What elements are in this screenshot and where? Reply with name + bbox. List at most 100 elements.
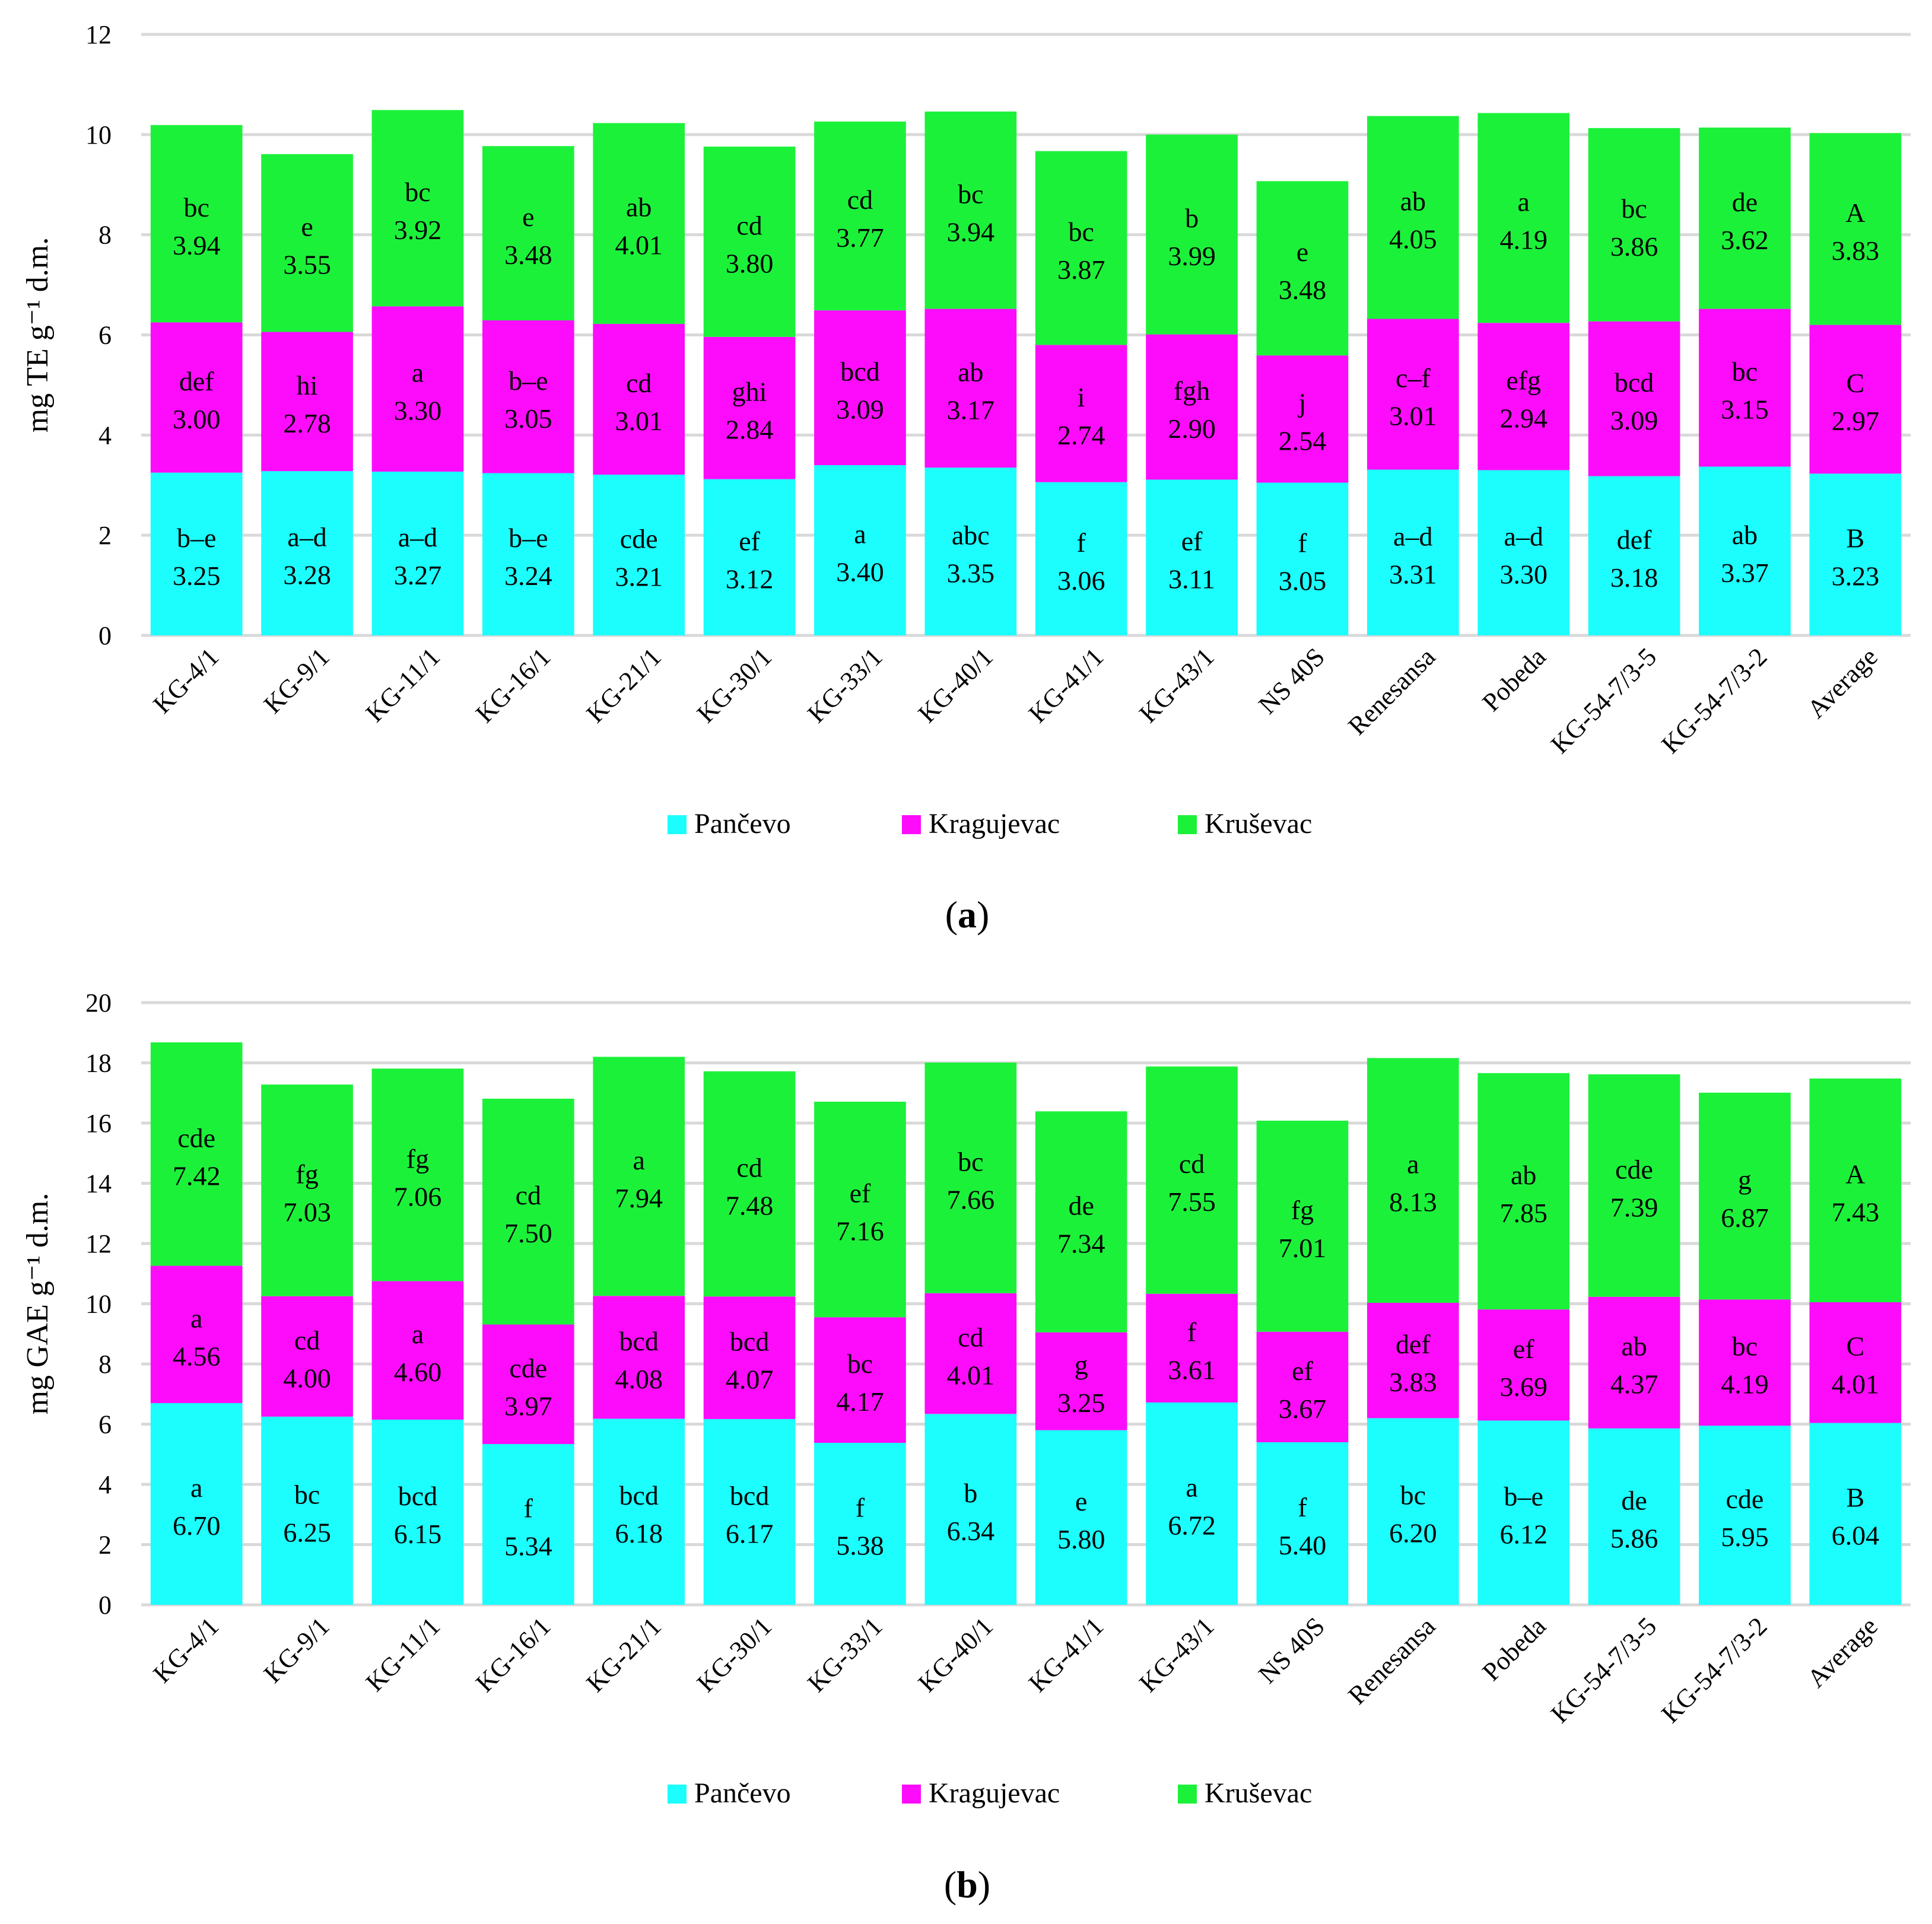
significance-letter: hi [297, 370, 318, 400]
x-category-label: Average [1801, 642, 1883, 724]
significance-letter: B [1846, 1483, 1864, 1513]
bar-segment [1588, 1296, 1680, 1429]
bar-segment [1256, 355, 1349, 483]
bar-segment [1699, 1299, 1791, 1426]
data-label: 3.00 [173, 404, 221, 434]
significance-letter: cde [1615, 1154, 1653, 1184]
bar-segment [703, 479, 796, 635]
significance-letter: de [1732, 187, 1758, 217]
significance-letter: A [1845, 198, 1865, 228]
significance-letter: de [1068, 1190, 1094, 1220]
data-label: 7.50 [504, 1218, 552, 1248]
data-label: 3.92 [394, 215, 442, 245]
data-label: 7.85 [1499, 1198, 1547, 1228]
y-tick-label: 20 [85, 988, 112, 1017]
bar-segment [371, 1281, 464, 1420]
significance-letter: f [1298, 527, 1307, 558]
significance-letter: A [1845, 1159, 1865, 1189]
data-label: 4.01 [615, 230, 663, 260]
data-label: 3.86 [1610, 231, 1658, 262]
significance-letter: ef [1513, 1334, 1534, 1364]
bar-segment [1035, 151, 1127, 345]
significance-letter: ef [850, 1178, 871, 1209]
significance-letter: bc [1732, 357, 1758, 387]
y-tick-label: 10 [85, 1290, 112, 1319]
bar-segment [1588, 128, 1680, 322]
data-label: 3.35 [947, 558, 995, 589]
legend-label: Kruševac [1205, 1777, 1312, 1809]
data-label: 7.55 [1168, 1187, 1216, 1217]
data-label: 3.18 [1610, 562, 1658, 593]
significance-letter: bcd [1615, 367, 1654, 397]
significance-letter: a [190, 1473, 202, 1503]
x-category-label: Average [1801, 1611, 1883, 1693]
data-label: 3.94 [947, 217, 995, 247]
significance-letter: e [1075, 1486, 1087, 1516]
data-label: 3.31 [1389, 559, 1437, 589]
bar-segment [1146, 1293, 1238, 1403]
legend-swatch [1178, 1785, 1197, 1804]
significance-letter: c–f [1396, 363, 1431, 393]
significance-letter: bcd [730, 1327, 769, 1357]
data-label: 4.01 [947, 1360, 995, 1390]
x-category-label: NS 40S [1253, 642, 1330, 720]
significance-letter: a [854, 519, 866, 549]
bar-segment [814, 465, 906, 635]
data-label: 7.34 [1057, 1228, 1105, 1258]
bar-segment [1035, 1332, 1127, 1430]
significance-letter: ab [958, 357, 983, 387]
bar-segment [703, 1419, 796, 1605]
significance-letter: a [190, 1303, 202, 1333]
bar-segment [1256, 181, 1349, 356]
x-category-label: KG-33/1 [802, 642, 888, 728]
x-category-label: KG-21/1 [580, 642, 666, 728]
data-label: 4.01 [1832, 1369, 1880, 1400]
bar-segment [703, 336, 796, 479]
significance-letter: cd [516, 1180, 541, 1210]
data-label: 3.48 [504, 240, 552, 270]
bar-segment [371, 1068, 464, 1281]
x-category-label: KG-16/1 [470, 642, 556, 728]
data-label: 4.08 [615, 1364, 663, 1394]
data-label: 7.06 [394, 1181, 442, 1211]
significance-letter: def [179, 366, 214, 396]
significance-letter: b [1185, 203, 1199, 233]
data-label: 5.34 [504, 1531, 552, 1561]
data-label: 2.78 [283, 408, 331, 438]
bar-segment [1477, 1073, 1570, 1310]
data-label: 6.70 [173, 1510, 221, 1541]
data-label: 2.94 [1499, 403, 1547, 433]
bar-segment [1035, 1430, 1127, 1605]
significance-letter: f [1077, 527, 1086, 558]
significance-letter: fg [406, 1143, 429, 1174]
bar-segment [261, 1296, 353, 1417]
legend-swatch [902, 815, 921, 834]
x-category-label: KG-54-7/3-5 [1545, 1611, 1662, 1728]
significance-letter: ab [1732, 520, 1758, 550]
data-label: 3.06 [1057, 565, 1105, 596]
data-label: 3.21 [615, 562, 663, 592]
bar-segment [1477, 1309, 1570, 1421]
bar-segment [814, 121, 906, 311]
significance-letter: bc [294, 1479, 320, 1509]
significance-letter: bc [405, 177, 430, 207]
data-label: 5.86 [1610, 1523, 1658, 1553]
significance-letter: cd [958, 1322, 983, 1352]
x-category-label: KG-16/1 [470, 1611, 556, 1697]
bar-segment [1699, 128, 1791, 309]
data-label: 4.60 [394, 1357, 442, 1387]
data-label: 3.83 [1389, 1367, 1437, 1397]
x-category-label: KG-9/1 [258, 1611, 335, 1688]
x-category-label: KG-11/1 [360, 642, 446, 727]
y-tick-label: 4 [98, 1470, 112, 1499]
chart-panel-b: 0 2 4 6 8 10 12 14 16 18 20 mg GAE g⁻¹ d.m. a 6.70 a 4.… [21, 988, 1911, 1906]
bar-segment [1588, 476, 1680, 635]
bar-segment [1477, 470, 1570, 635]
data-label: 3.27 [394, 560, 442, 590]
data-label: 3.05 [504, 403, 552, 434]
significance-letter: b–e [177, 523, 216, 553]
bar-segment [814, 1101, 906, 1318]
significance-letter: a–d [398, 522, 437, 552]
data-label: 6.25 [283, 1517, 331, 1547]
